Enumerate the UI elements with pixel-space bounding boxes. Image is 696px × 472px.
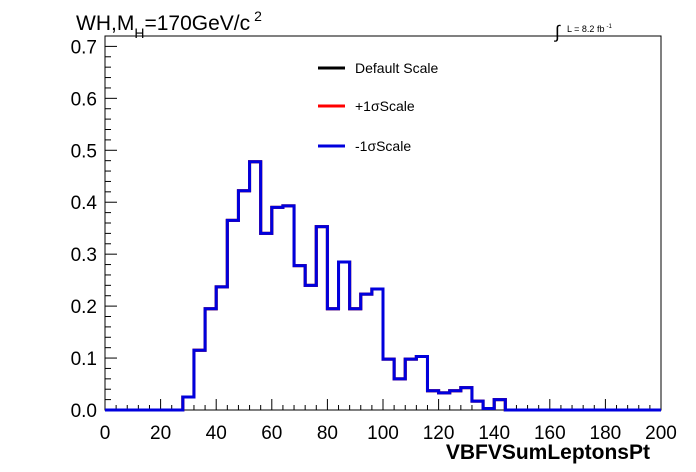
legend: Default Scale +1σScale -1σScale (318, 60, 438, 154)
x-axis-label: VBFVSumLeptonsPt (446, 441, 650, 464)
x-tick-label: 40 (206, 423, 227, 444)
legend-entry: Default Scale (318, 60, 438, 76)
x-tick-label: 20 (150, 423, 171, 444)
axes: 0 20 40 60 80 100 120 140 160 180 200 0.0 0.1 0.2 0.3 0… (71, 35, 677, 444)
y-tick-label: 0.6 (71, 89, 97, 110)
x-tick-label: 120 (423, 423, 455, 444)
luminosity-text: L = 8.2 fb -1 (567, 24, 612, 34)
x-tick-label: 180 (590, 423, 622, 444)
luminosity-label: ∫ L = 8.2 fb -1 (553, 22, 612, 42)
y-tick-label: 0.1 (71, 349, 97, 370)
y-tick-label: 0.0 (71, 401, 97, 422)
x-tick-label: 140 (478, 423, 510, 444)
x-tick-label: 200 (645, 423, 677, 444)
y-tick-label: 0.5 (71, 141, 97, 162)
legend-label: Default Scale (355, 60, 438, 76)
series-layer (105, 160, 661, 412)
x-tick-label: 60 (261, 423, 282, 444)
series-line (105, 160, 661, 412)
integral-sign: ∫ (553, 22, 561, 42)
legend-label: +1σScale (355, 98, 415, 114)
x-tick-label: 0 (100, 423, 111, 444)
chart-title: WH,MH=170GeV/c 2 (76, 8, 262, 41)
legend-entry: -1σScale (318, 138, 411, 154)
x-tick-label: 80 (317, 423, 338, 444)
legend-label: -1σScale (355, 138, 411, 154)
y-tick-label: 0.7 (71, 37, 97, 58)
y-tick-label: 0.2 (71, 297, 97, 318)
legend-entry: +1σScale (318, 98, 415, 114)
x-tick-label: 160 (534, 423, 566, 444)
y-tick-label: 0.3 (71, 245, 97, 266)
x-tick-label: 100 (367, 423, 399, 444)
y-tick-label: 0.4 (71, 193, 98, 214)
